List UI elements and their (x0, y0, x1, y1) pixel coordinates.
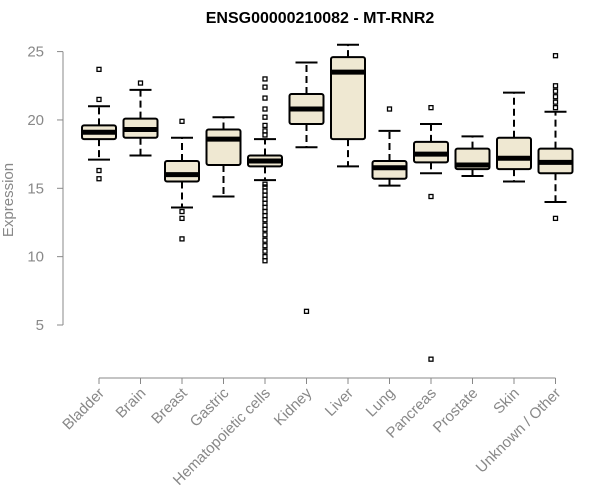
outlier-point (262, 114, 268, 120)
outlier-point (262, 128, 268, 134)
outlier-point (179, 118, 185, 124)
y-tick-label: 15 (27, 180, 44, 197)
box-breast (164, 118, 200, 242)
box-pancreas (413, 104, 449, 362)
outlier-point (262, 84, 268, 90)
box-bladder (81, 66, 117, 182)
outlier-point (179, 236, 185, 242)
outlier-point (262, 181, 268, 187)
outlier-point (262, 226, 268, 232)
x-tick-label: Brain (113, 385, 150, 422)
outlier-point (179, 208, 185, 215)
x-tick-label: Lung (363, 385, 399, 421)
x-tick-label: Prostate (430, 385, 482, 437)
x-tick-label: Kidney (271, 384, 316, 429)
iqr-box (496, 136, 532, 171)
outlier-point (303, 308, 310, 314)
outlier-point (552, 88, 559, 94)
x-tick-label: Breast (148, 384, 191, 427)
boxes-layer (81, 43, 574, 362)
outlier-point (262, 184, 268, 190)
box-skin (496, 91, 532, 183)
y-axis-label: Expression (0, 163, 17, 237)
outlier-point (262, 122, 268, 129)
outlier-point (96, 176, 102, 182)
y-tick-label: 5 (36, 317, 44, 334)
box-gastric (205, 116, 242, 198)
outlier-point (428, 193, 434, 200)
outlier-point (137, 80, 144, 86)
outlier-point (262, 243, 268, 249)
x-tick-label: Skin (490, 385, 523, 418)
chart-title: ENSG00000210082 - MT-RNR2 (206, 10, 435, 27)
outlier-point (262, 192, 268, 198)
box-unknown-other (537, 53, 574, 222)
outlier-point (428, 104, 434, 111)
outlier-point (428, 356, 434, 362)
box-hematopoietic-cells (247, 76, 283, 264)
iqr-box (164, 159, 200, 183)
outlier-point (262, 232, 268, 238)
outlier-point (96, 96, 102, 103)
x-tick-label: Liver (322, 385, 357, 420)
outlier-point (262, 217, 268, 223)
outlier-point (552, 99, 559, 105)
outlier-point (552, 104, 559, 111)
y-tick-label: 20 (27, 112, 44, 129)
outlier-point (96, 167, 102, 174)
outlier-point (179, 215, 185, 222)
outlier-point (262, 212, 268, 219)
outlier-point (262, 237, 268, 243)
outlier-point (386, 106, 393, 112)
outlier-point (262, 222, 268, 228)
outlier-point (262, 188, 268, 194)
outlier-point (262, 95, 268, 101)
box-prostate (454, 135, 491, 177)
outlier-point (262, 132, 268, 138)
box-brain (122, 80, 159, 157)
outlier-point (552, 53, 559, 59)
outlier-point (262, 196, 268, 202)
outlier-point (552, 83, 559, 89)
box-lung (371, 106, 408, 187)
y-tick-label: 25 (27, 44, 44, 61)
y-axis: 5 10 15 20 25 (27, 44, 64, 334)
x-tick-label: Bladder (59, 385, 108, 434)
iqr-box (330, 56, 366, 141)
outlier-point (262, 76, 268, 82)
box-kidney (288, 61, 325, 314)
outlier-point (262, 200, 268, 206)
outlier-point (262, 106, 268, 112)
box-liver (330, 43, 366, 168)
outlier-point (552, 94, 559, 100)
y-tick-label: 10 (27, 249, 44, 266)
outlier-point (262, 204, 268, 211)
outlier-point (262, 253, 268, 260)
outlier-point (262, 248, 268, 254)
outlier-point (262, 208, 268, 215)
iqr-box (205, 128, 242, 167)
outlier-point (262, 258, 268, 264)
outlier-point (96, 66, 102, 73)
outlier-point (552, 215, 559, 222)
